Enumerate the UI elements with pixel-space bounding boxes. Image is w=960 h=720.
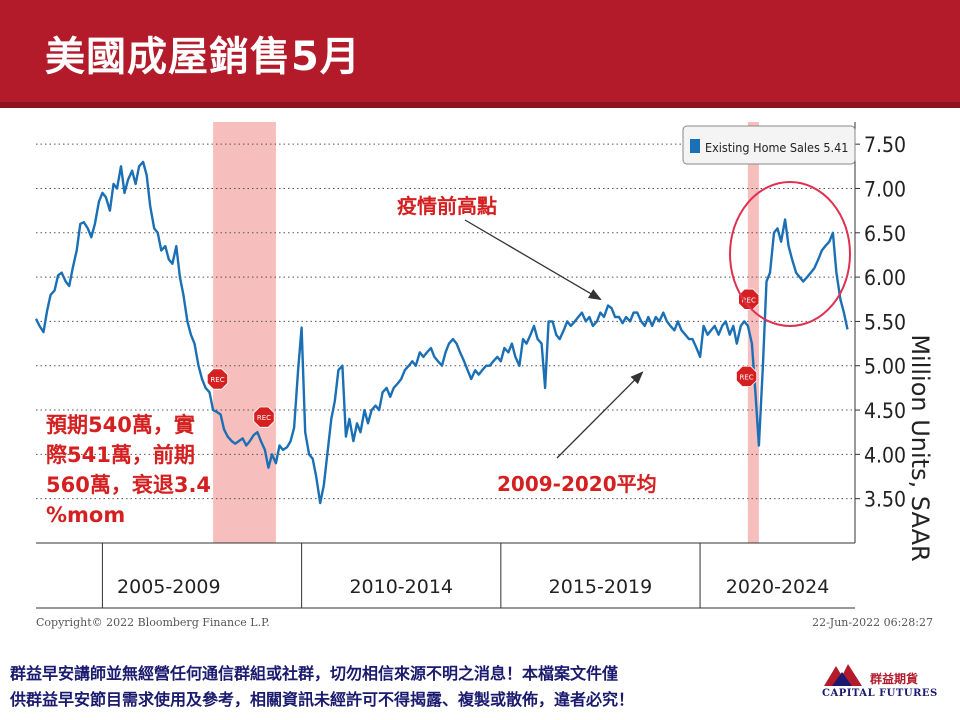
header-divider [0, 102, 960, 108]
y-tick-label: 7.50 [864, 133, 906, 157]
logo-icon [824, 664, 862, 686]
chart-container: 3.50 4.00 4.50 5.00 5.50 6.00 6.50 7.00 7.50 200… [0, 108, 960, 648]
header-bar [0, 0, 960, 102]
page-title: 美國成屋銷售5月 [45, 34, 361, 80]
annotation-pre-pandemic-high: 疫情前高點 [397, 194, 497, 218]
y-tick-label: 4.00 [864, 443, 906, 467]
annotation-average: 2009-2020平均 [497, 472, 657, 496]
y-tick-label: 4.50 [864, 399, 906, 423]
recession-bands [213, 122, 759, 543]
y-tick-label: 5.00 [864, 355, 906, 379]
x-period-label: 2015-2019 [549, 576, 653, 598]
period-separators [101, 543, 701, 608]
recession-band [213, 122, 276, 543]
legend-swatch [690, 139, 700, 153]
forecast-line: %mom [46, 503, 126, 527]
recession-marker-label: REC [257, 414, 271, 422]
y-tick-label: 3.50 [864, 488, 906, 512]
series-layer [34, 160, 849, 505]
recession-band [747, 122, 759, 543]
x-period-label: 2005-2009 [117, 576, 221, 598]
recession-markers: REC REC REC REC [206, 288, 760, 428]
y-tick-label: 6.00 [864, 266, 906, 290]
y-tick-label: 6.50 [864, 222, 906, 246]
logo-english: CAPITAL FUTURES [822, 688, 938, 699]
y-tick-label: 7.00 [864, 177, 906, 201]
annotations-layer [464, 181, 851, 459]
recession-marker-label: REC [742, 296, 756, 304]
legend-label: Existing Home Sales 5.41 [705, 140, 848, 155]
recession-marker [736, 365, 758, 387]
highlight-circle [729, 181, 851, 327]
x-period-label: 2020-2024 [726, 576, 830, 598]
forecast-line: 560萬，衰退3.4 [46, 473, 212, 497]
forecast-line: 際541萬，前期 [46, 443, 195, 467]
recession-marker-label: REC [739, 373, 753, 381]
recession-marker [206, 368, 229, 390]
disclaimer: 群益早安講師並無經營任何通信群組或社群，切勿相信來源不明之消息！本檔案文件僅 供… [0, 652, 820, 720]
y-tick-label: 5.50 [864, 310, 906, 334]
x-period-labels: 2005-2009 2010-2014 2015-2019 2020-2024 [117, 576, 829, 598]
forecast-note: 預期540萬，實 際541萬，前期 560萬，衰退3.4 %mom [46, 410, 246, 530]
disclaimer-line: 供群益早安節目需求使用及參考，相關資訊未經許可不得揭露、複製或散佈，違者必究！ [10, 690, 635, 709]
chart-frame [36, 122, 860, 609]
arrow-average [556, 371, 644, 459]
y-axis-title: Million Units, SAAR [906, 334, 934, 561]
logo-name: 群益期貨 [870, 672, 919, 686]
series-line-existing-home-sales [34, 160, 849, 505]
capital-futures-logo: 群益期貨 CAPITAL FUTURES [822, 660, 952, 712]
recession-marker [253, 406, 275, 428]
line-chart: 3.50 4.00 4.50 5.00 5.50 6.00 6.50 7.00 7.50 200… [34, 122, 934, 629]
disclaimer-line: 群益早安講師並無經營任何通信群組或社群，切勿相信來源不明之消息！本檔案文件僅 [10, 664, 619, 683]
recession-marker-label: REC [210, 376, 224, 384]
timestamp-text: 22-Jun-2022 06:28:27 [812, 616, 933, 629]
y-tick-labels: 3.50 4.00 4.50 5.00 5.50 6.00 6.50 7.00 7.50 [864, 133, 906, 512]
forecast-line: 預期540萬，實 [46, 413, 195, 437]
legend-box: Existing Home Sales 5.41 [682, 125, 856, 165]
x-period-label: 2010-2014 [349, 576, 453, 598]
gridlines [36, 143, 855, 500]
recession-marker [738, 288, 760, 310]
arrow-pre-pandemic-high [464, 219, 602, 301]
copyright-text: Copyright© 2022 Bloomberg Finance L.P. [36, 616, 270, 629]
